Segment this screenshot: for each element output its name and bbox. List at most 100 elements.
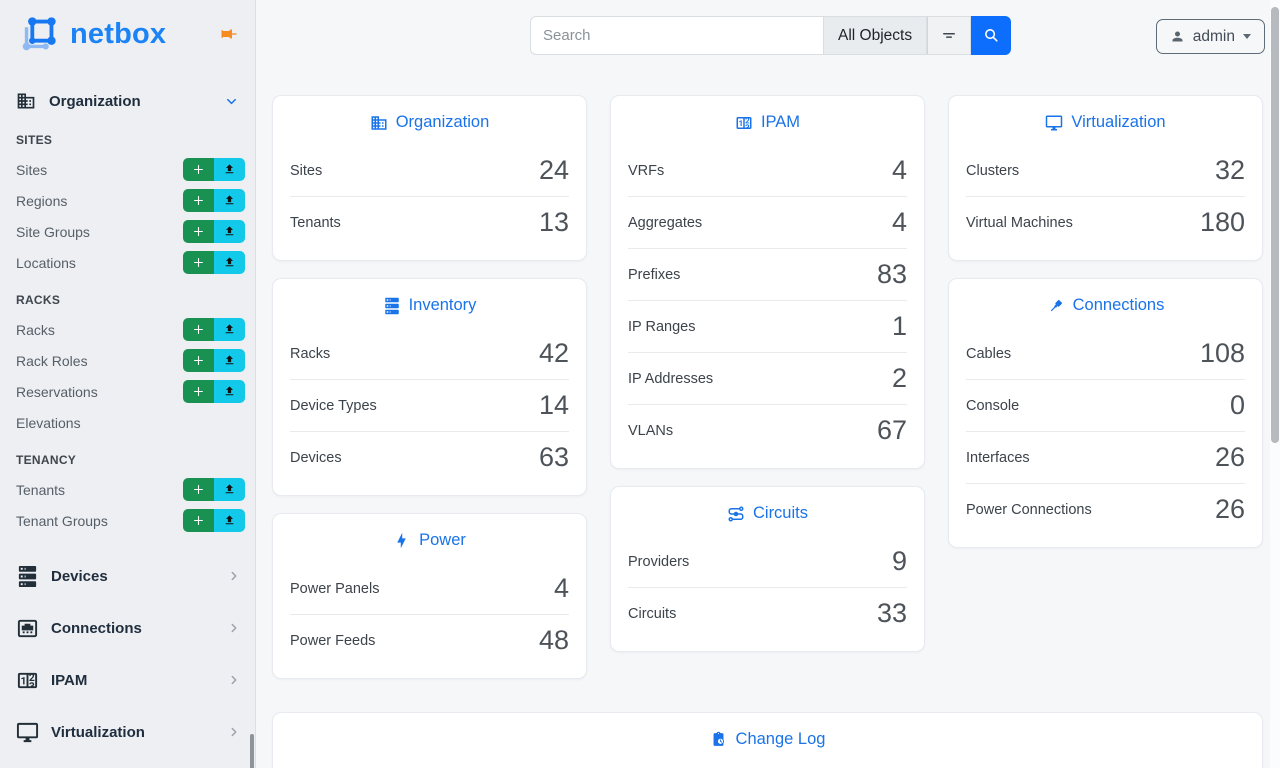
sidebar-item-rack-roles[interactable]: Rack Roles <box>0 345 255 376</box>
import-button[interactable] <box>214 251 245 274</box>
sidebar-scrollbar[interactable] <box>250 734 254 768</box>
account-menu-button[interactable]: admin <box>1155 19 1265 54</box>
search-button[interactable] <box>971 16 1012 55</box>
stat-row[interactable]: VLANs 67 <box>628 404 907 456</box>
monitor-icon <box>1045 114 1063 132</box>
chevron-right-icon <box>227 673 241 687</box>
ethernet-icon <box>16 617 39 640</box>
stat-row[interactable]: Tenants 13 <box>290 196 569 248</box>
chevron-down-icon <box>224 94 239 109</box>
section-title: TENANCY <box>16 453 77 467</box>
building-icon <box>370 114 388 132</box>
card-circuits: Circuits Providers 9 Circuits 33 <box>610 486 925 652</box>
sidebar-menu-organization[interactable]: Organization <box>0 84 255 118</box>
import-button[interactable] <box>214 220 245 243</box>
add-button[interactable] <box>183 318 214 341</box>
stat-row[interactable]: IP Addresses 2 <box>628 352 907 404</box>
lightning-bolt-icon <box>393 532 411 550</box>
card-ipam-header[interactable]: IPAM <box>611 96 924 141</box>
add-button[interactable] <box>183 189 214 212</box>
card-power: Power Power Panels 4 Power Feeds 48 <box>272 513 587 679</box>
stat-row[interactable]: Devices 63 <box>290 431 569 483</box>
card-organization-header[interactable]: Organization <box>273 96 586 141</box>
sidebar-item-site-groups[interactable]: Site Groups <box>0 216 255 247</box>
sidebar-menu-virtualization[interactable]: Virtualization <box>0 706 255 758</box>
page-scrollbar[interactable] <box>1270 0 1280 768</box>
netbox-logo-icon <box>16 11 62 57</box>
sidebar-item-elevations[interactable]: Elevations <box>16 414 81 431</box>
server-icon <box>16 565 39 588</box>
search-input[interactable] <box>530 16 823 55</box>
card-changelog-header[interactable]: Change Log <box>273 713 1262 758</box>
add-button[interactable] <box>183 509 214 532</box>
sidebar-section-tenancy: TENANCY Tenants Tenant Groups <box>0 453 255 536</box>
sidebar-menu-devices[interactable]: Devices <box>0 550 255 602</box>
sidebar-menu-list: Devices Connections IPAM Virtualization <box>0 550 255 758</box>
counter-icon <box>16 669 39 692</box>
card-inventory-header[interactable]: Inventory <box>273 279 586 324</box>
user-icon <box>1170 29 1185 44</box>
scrollbar-thumb[interactable] <box>1271 7 1279 443</box>
sidebar-menu-ipam[interactable]: IPAM <box>0 654 255 706</box>
caret-down-icon <box>1243 34 1251 39</box>
pin-sidebar-icon[interactable] <box>219 24 239 44</box>
add-button[interactable] <box>183 478 214 501</box>
stat-row[interactable]: Power Feeds 48 <box>290 614 569 666</box>
card-virtualization-header[interactable]: Virtualization <box>949 96 1262 141</box>
stat-row[interactable]: Sites 24 <box>290 155 569 185</box>
chevron-right-icon <box>227 569 241 583</box>
stat-row[interactable]: VRFs 4 <box>628 155 907 185</box>
add-button[interactable] <box>183 349 214 372</box>
logo-wordmark: netbox <box>70 17 167 50</box>
stat-row[interactable]: Console 0 <box>966 379 1245 431</box>
card-circuits-header[interactable]: Circuits <box>611 487 924 532</box>
logo[interactable]: netbox <box>0 0 255 56</box>
sidebar-item-racks[interactable]: Racks <box>0 314 255 345</box>
stat-row[interactable]: Aggregates 4 <box>628 196 907 248</box>
search-scope-select[interactable]: All Objects <box>823 16 928 55</box>
stat-row[interactable]: Clusters 32 <box>966 155 1245 185</box>
card-organization: Organization Sites 24 Tenants 13 <box>272 95 587 261</box>
import-button[interactable] <box>214 318 245 341</box>
sidebar-item-regions[interactable]: Regions <box>0 185 255 216</box>
card-ipam: IPAM VRFs 4 Aggregates 4 Prefixes 83 <box>610 95 925 469</box>
stat-row[interactable]: Virtual Machines 180 <box>966 196 1245 248</box>
chevron-right-icon <box>227 621 241 635</box>
stat-row[interactable]: Racks 42 <box>290 338 569 368</box>
import-button[interactable] <box>214 158 245 181</box>
sidebar-item-locations[interactable]: Locations <box>0 247 255 278</box>
card-connections-header[interactable]: Connections <box>949 279 1262 324</box>
card-power-header[interactable]: Power <box>273 514 586 559</box>
import-button[interactable] <box>214 478 245 501</box>
sidebar: netbox Organization SITES Sites Regions <box>0 0 256 768</box>
sidebar-item-reservations[interactable]: Reservations <box>0 376 255 407</box>
add-button[interactable] <box>183 220 214 243</box>
stat-row[interactable]: Interfaces 26 <box>966 431 1245 483</box>
stat-row[interactable]: Circuits 33 <box>628 587 907 639</box>
add-button[interactable] <box>183 380 214 403</box>
filter-button[interactable] <box>927 16 972 55</box>
add-button[interactable] <box>183 251 214 274</box>
stat-row[interactable]: Prefixes 83 <box>628 248 907 300</box>
stat-row[interactable]: IP Ranges 1 <box>628 300 907 352</box>
sidebar-item-sites[interactable]: Sites <box>0 154 255 185</box>
sidebar-section-sites: SITES Sites Regions Site Groups Location… <box>0 133 255 278</box>
card-inventory: Inventory Racks 42 Device Types 14 Devic… <box>272 278 587 496</box>
add-button[interactable] <box>183 158 214 181</box>
sidebar-item-tenants[interactable]: Tenants <box>0 474 255 505</box>
stat-row[interactable]: Cables 108 <box>966 338 1245 368</box>
stat-row[interactable]: Power Connections 26 <box>966 483 1245 535</box>
monitor-icon <box>16 721 39 744</box>
stat-row[interactable]: Providers 9 <box>628 546 907 576</box>
import-button[interactable] <box>214 509 245 532</box>
stat-row[interactable]: Power Panels 4 <box>290 573 569 603</box>
sidebar-item-tenant-groups[interactable]: Tenant Groups <box>0 505 255 536</box>
stat-row[interactable]: Device Types 14 <box>290 379 569 431</box>
import-button[interactable] <box>214 349 245 372</box>
sidebar-menu-connections[interactable]: Connections <box>0 602 255 654</box>
import-button[interactable] <box>214 380 245 403</box>
global-search: All Objects <box>530 16 1012 55</box>
card-changelog: Change Log <box>272 712 1263 768</box>
import-button[interactable] <box>214 189 245 212</box>
clipboard-clock-icon <box>710 731 728 749</box>
